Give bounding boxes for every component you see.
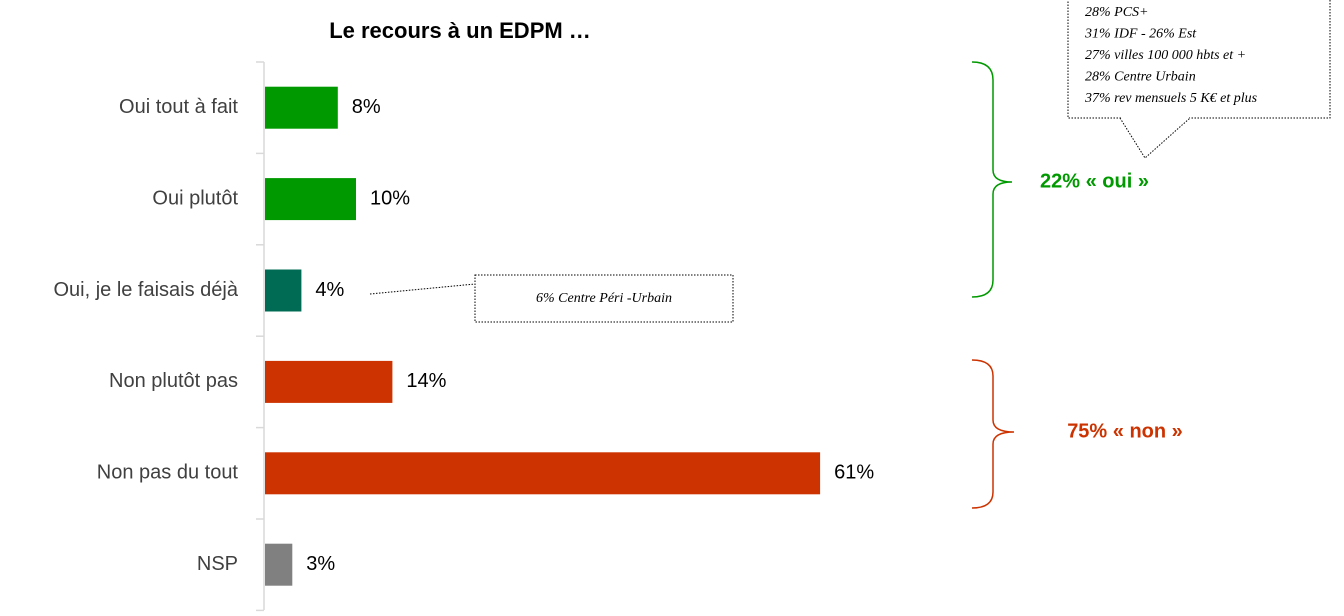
non-bracket bbox=[971, 359, 1015, 509]
category-label: Oui, je le faisais déjà bbox=[53, 279, 238, 301]
category-label: Oui plutôt bbox=[152, 187, 238, 209]
note-box bbox=[474, 274, 734, 323]
value-label: 3% bbox=[306, 553, 335, 575]
bar bbox=[265, 543, 293, 586]
category-label: NSP bbox=[197, 553, 238, 575]
category-label: Non pas du tout bbox=[97, 462, 239, 484]
oui-bracket bbox=[971, 61, 1013, 298]
group-label: 75% « non » bbox=[1067, 420, 1183, 442]
bar bbox=[265, 178, 356, 221]
bar bbox=[265, 86, 338, 129]
callout-line: 28% PCS+ bbox=[1085, 5, 1149, 20]
note-connector bbox=[369, 283, 476, 295]
bar bbox=[265, 452, 821, 495]
callout-line: 28% Centre Urbain bbox=[1085, 70, 1196, 85]
category-label: Oui tout à fait bbox=[119, 96, 238, 118]
value-label: 14% bbox=[406, 370, 446, 392]
callout-pointer bbox=[1119, 117, 1191, 159]
value-label: 8% bbox=[352, 96, 381, 118]
group-label: 22% « oui » bbox=[1040, 170, 1149, 192]
value-label: 61% bbox=[834, 462, 874, 484]
note: 6% Centre Péri -Urbain bbox=[536, 291, 672, 306]
value-label: 4% bbox=[315, 279, 344, 301]
callout-line: 27% villes 100 000 hbts et + bbox=[1085, 48, 1246, 63]
chart-title: Le recours à un EDPM … bbox=[329, 18, 591, 43]
callout-box bbox=[1067, 0, 1331, 119]
value-label: 10% bbox=[370, 187, 410, 209]
bar bbox=[265, 269, 302, 312]
callout-line: 31% IDF - 26% Est bbox=[1084, 27, 1197, 42]
bar bbox=[265, 360, 393, 403]
callout-line: 37% rev mensuels 5 K€ et plus bbox=[1084, 91, 1258, 106]
category-label: Non plutôt pas bbox=[109, 370, 238, 392]
